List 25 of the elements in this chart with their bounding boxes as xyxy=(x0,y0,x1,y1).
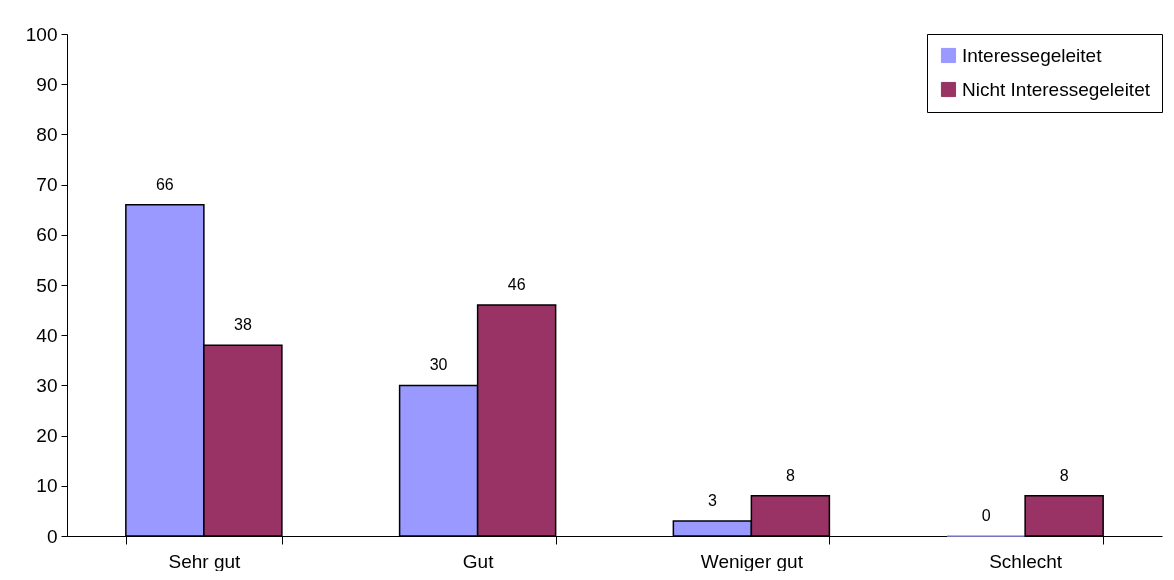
y-tick-label: 0 xyxy=(46,525,58,547)
y-tick-label: 30 xyxy=(36,374,58,396)
data-label: 66 xyxy=(155,175,174,193)
data-label: 46 xyxy=(507,276,526,294)
y-tick-label: 50 xyxy=(36,274,58,296)
y-tick-label: 20 xyxy=(36,425,58,447)
data-label: 0 xyxy=(981,507,991,524)
y-tick-label: 40 xyxy=(36,324,58,346)
data-label: 30 xyxy=(429,356,448,374)
y-tick-label: 100 xyxy=(25,23,58,45)
data-label: 38 xyxy=(233,316,252,334)
x-tick-label: Sehr gut xyxy=(168,550,242,572)
data-label: 8 xyxy=(1059,466,1069,484)
data-label: 8 xyxy=(785,466,795,484)
y-tick-label: 10 xyxy=(36,475,58,497)
legend-label: Nicht Interessegeleitet xyxy=(962,78,1151,100)
legend-label: Interessegeleitet xyxy=(962,44,1103,66)
y-tick-label: 80 xyxy=(36,123,58,145)
y-tick-label: 60 xyxy=(36,224,58,246)
data-label: 3 xyxy=(707,491,717,509)
x-tick-label: Schlecht xyxy=(989,550,1063,572)
y-tick-label: 90 xyxy=(36,73,58,95)
x-tick-label: Weniger gut xyxy=(700,550,804,572)
y-tick-label: 70 xyxy=(36,174,58,196)
x-tick-label: Gut xyxy=(462,550,495,572)
